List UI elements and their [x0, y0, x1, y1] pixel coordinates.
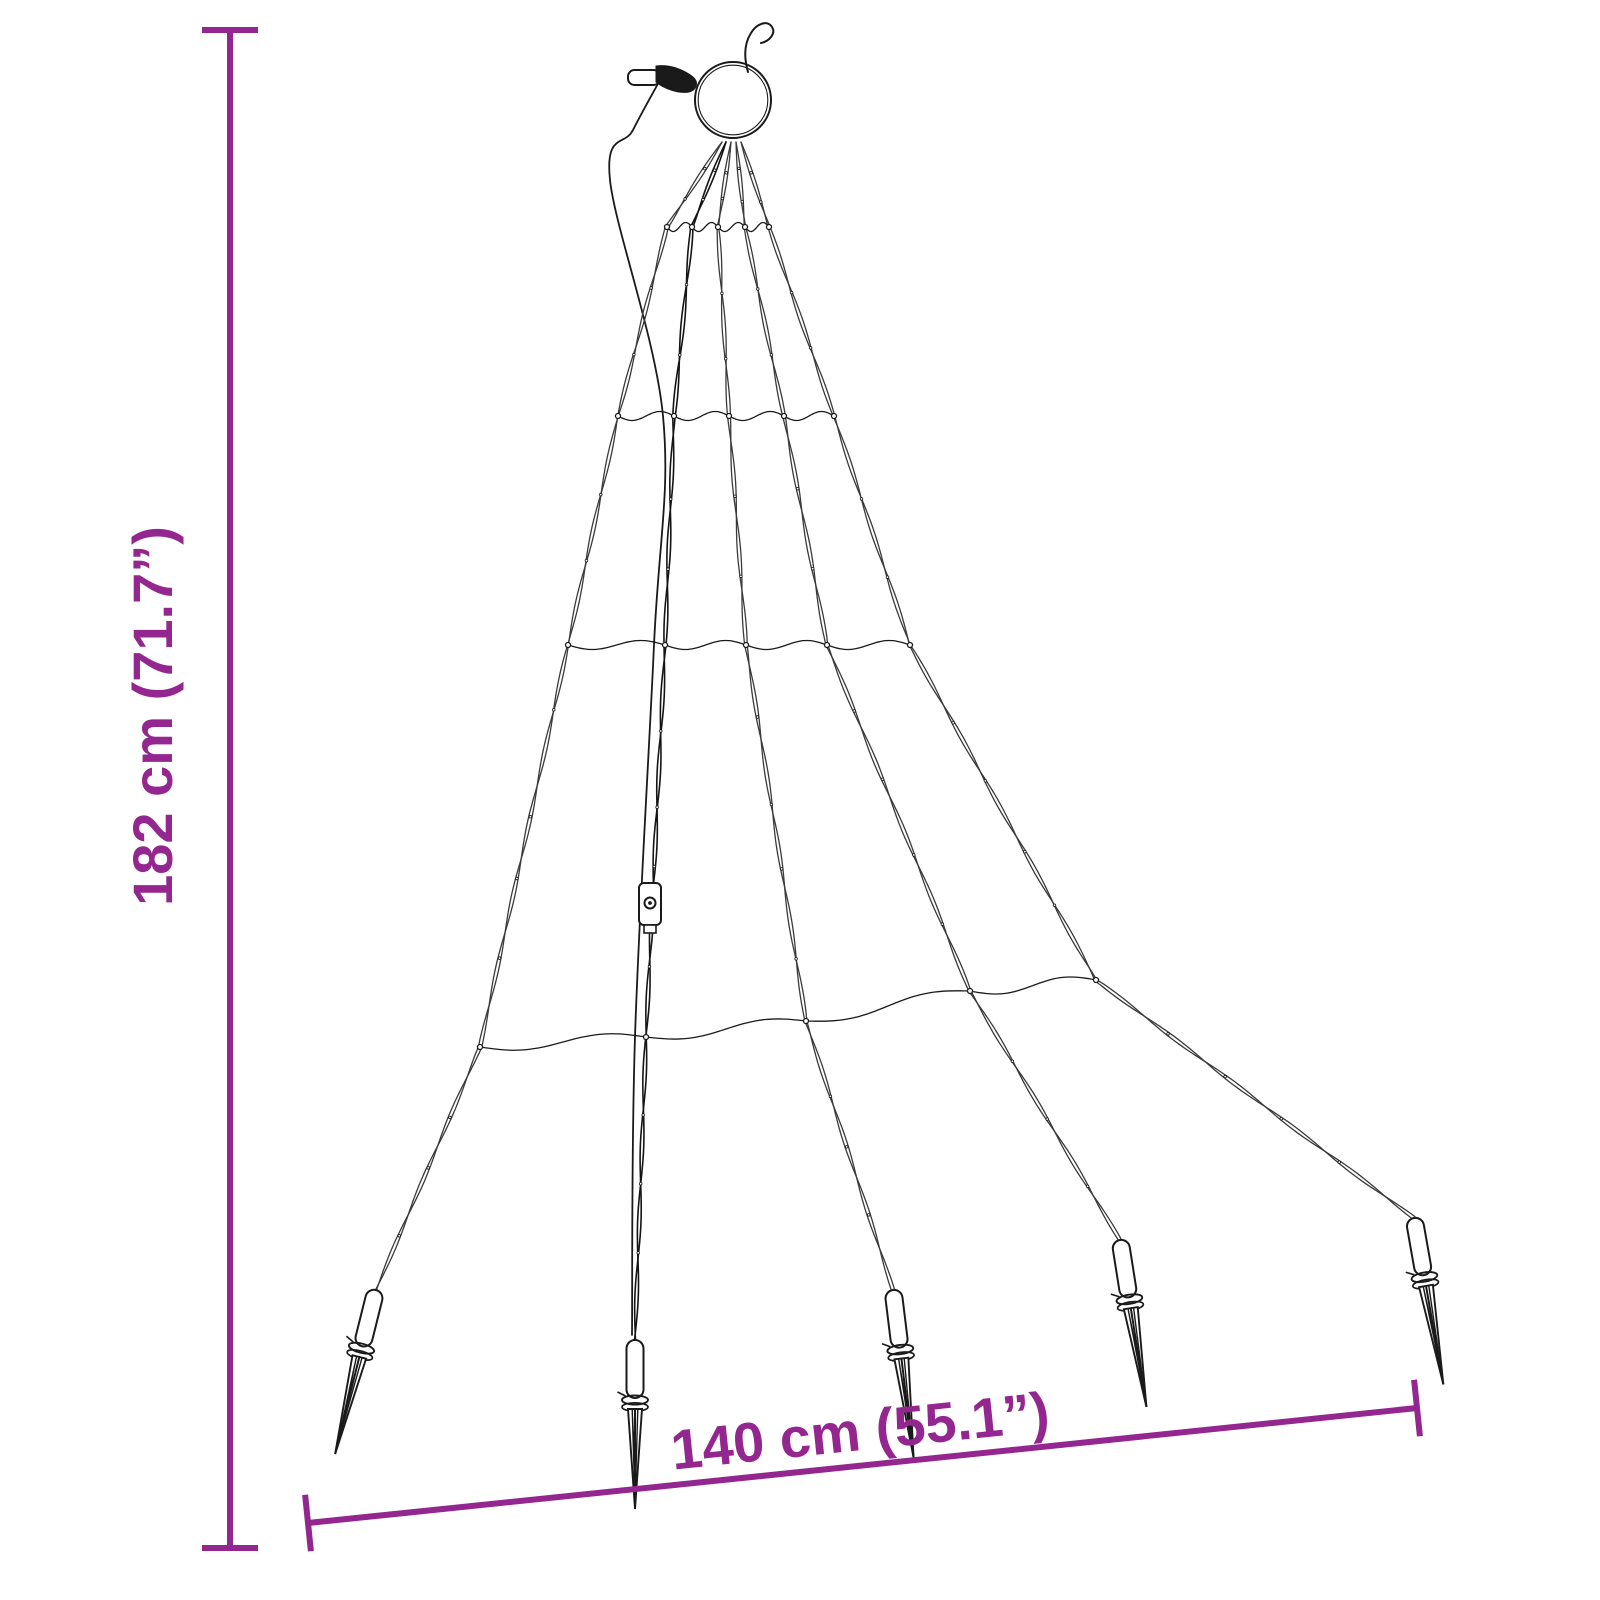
svg-text:182 cm (71.7”): 182 cm (71.7”)	[121, 526, 184, 906]
